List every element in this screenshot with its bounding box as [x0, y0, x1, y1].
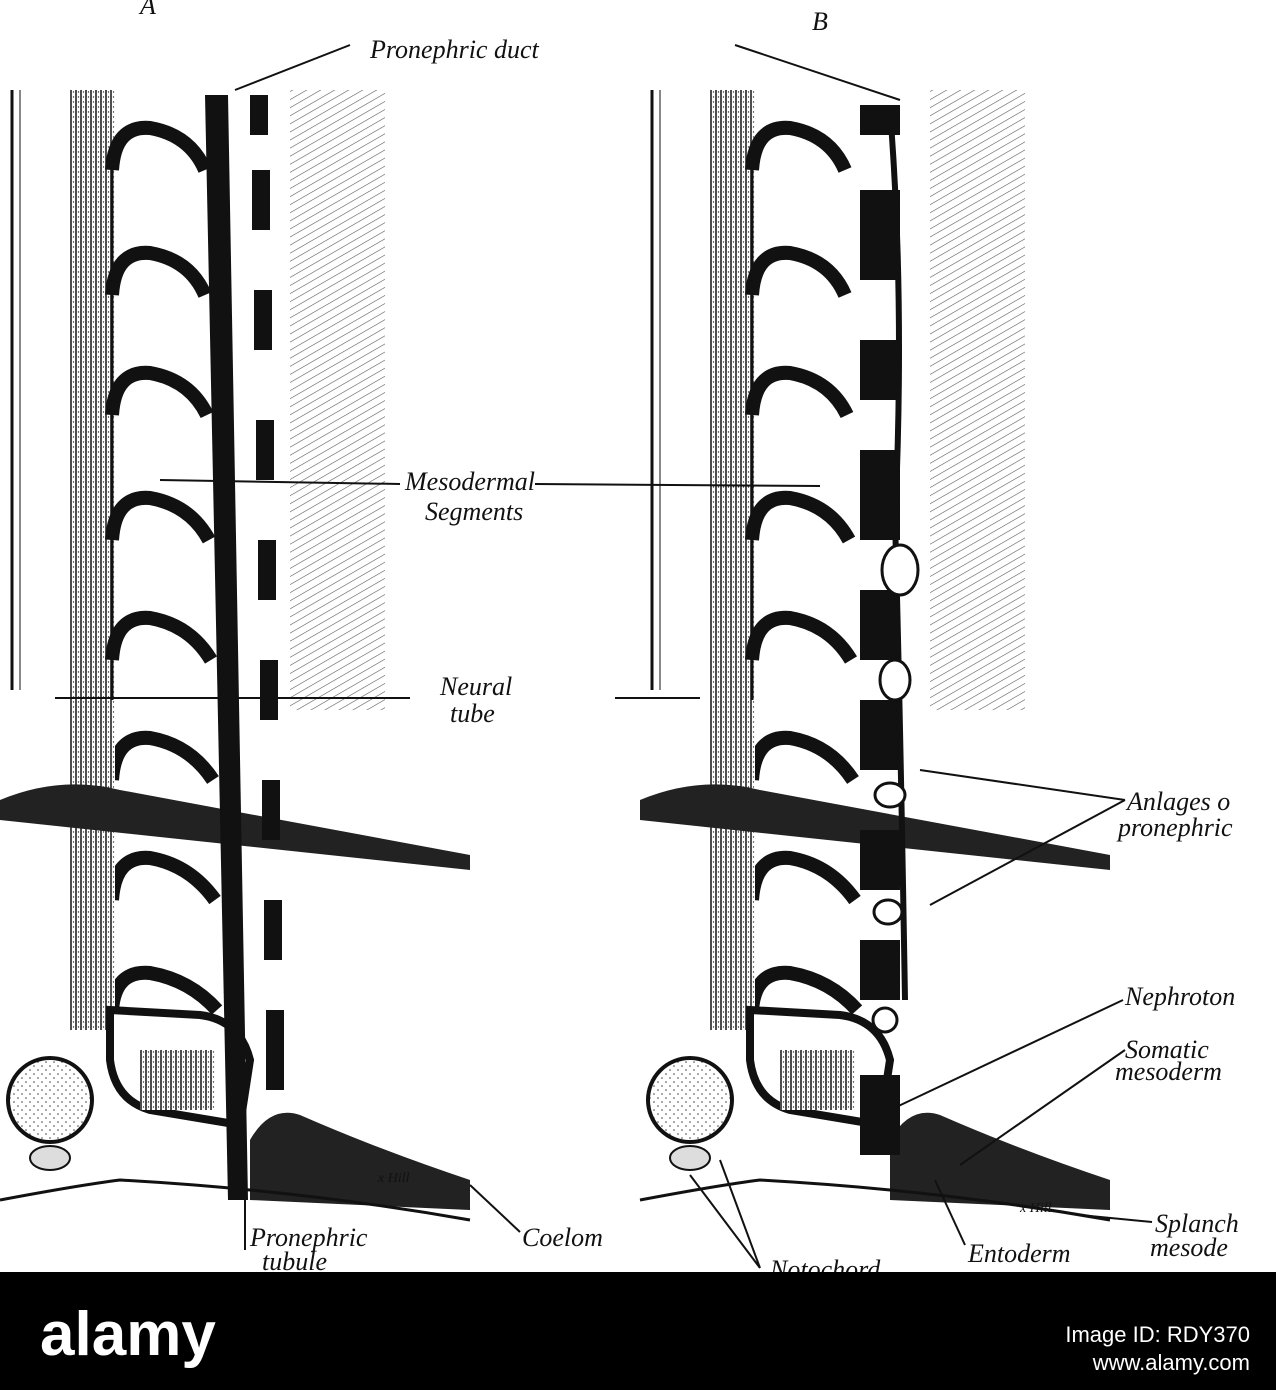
label: Nephroton [1124, 982, 1235, 1011]
drawing [860, 340, 900, 400]
panel-label: A [138, 0, 156, 20]
url: www.alamy.com [1092, 1350, 1250, 1375]
tubule-dashes-a [250, 95, 284, 1090]
drawing [860, 830, 900, 890]
drawing [919, 769, 1126, 906]
duct-b [887, 109, 908, 1001]
drawing [266, 1010, 284, 1090]
image-id: Image ID: RDY370 [1065, 1322, 1250, 1347]
logo: alamy [40, 1300, 216, 1369]
drawing [860, 700, 900, 770]
label: pronephric [1116, 813, 1233, 842]
drawing [262, 780, 280, 840]
label: mesode [1150, 1233, 1228, 1262]
drawing [689, 1159, 761, 1269]
drawing [873, 781, 907, 809]
drawing [250, 95, 268, 135]
label: Pronephric duct [369, 35, 539, 64]
drawing [252, 170, 270, 230]
label: Coelom [522, 1223, 603, 1252]
drawing [860, 1075, 900, 1155]
drawing [260, 660, 278, 720]
label: Neural [439, 672, 512, 701]
drawing [159, 479, 821, 487]
drawing [871, 1006, 899, 1034]
drawing [934, 1179, 966, 1246]
label: mesoderm [1115, 1057, 1222, 1086]
drawing [880, 543, 920, 597]
drawing [872, 898, 904, 926]
label: tube [450, 699, 495, 728]
label: Splanch [1155, 1209, 1239, 1238]
drawing [264, 900, 282, 960]
label: Anlages o [1125, 787, 1230, 816]
panel-label: B [812, 7, 828, 36]
drawing [1079, 1214, 1153, 1223]
label: Pronephric [249, 1223, 368, 1252]
label: Somatic [1125, 1035, 1209, 1064]
drawing [234, 44, 901, 101]
drawing [860, 590, 900, 660]
label: tubule [262, 1247, 327, 1276]
drawing [889, 999, 1124, 1111]
drawing [878, 658, 912, 702]
drawing [256, 420, 274, 480]
drawing [254, 290, 272, 350]
signature: x Hill [377, 1171, 410, 1186]
pronephric-duct-a [205, 95, 248, 1200]
label: Entoderm [967, 1239, 1071, 1268]
drawing [258, 540, 276, 600]
anlage-buds [871, 543, 920, 1034]
column-blocks-b [860, 105, 900, 1155]
signature: x Hill [1019, 1201, 1052, 1216]
footer-bar [0, 1272, 1276, 1390]
drawing [860, 940, 900, 1000]
label: Mesodermal [404, 467, 535, 496]
drawing [959, 1049, 1126, 1166]
label: Segments [425, 497, 523, 526]
drawing [469, 1184, 521, 1233]
